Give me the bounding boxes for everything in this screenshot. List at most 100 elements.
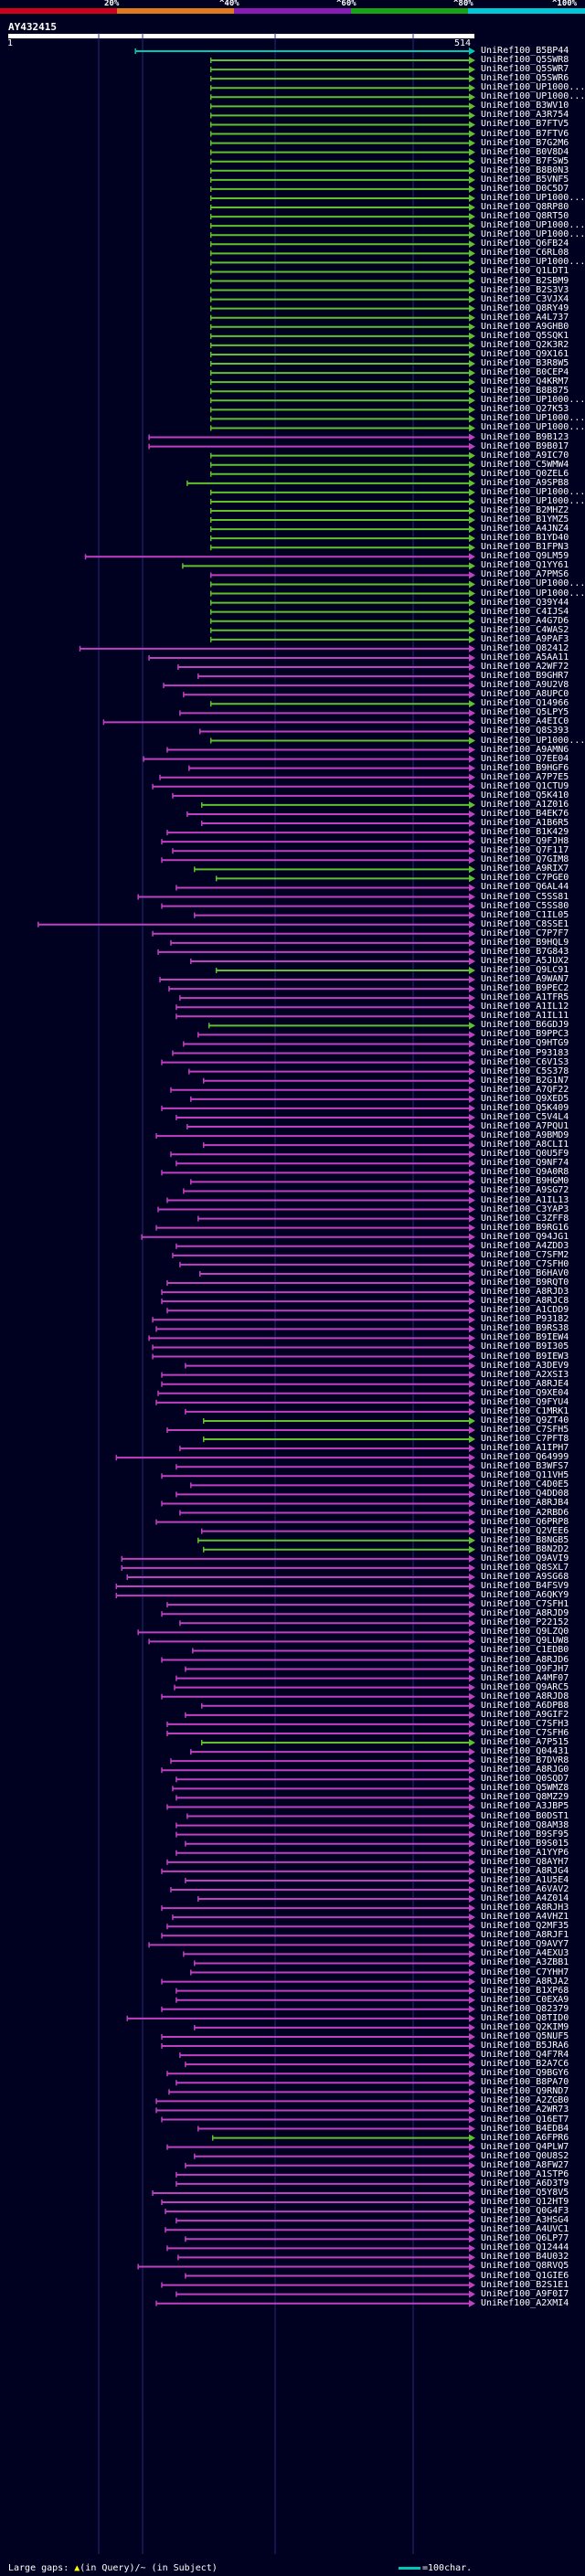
hit-label[interactable]: UniRef100_Q8S393 [481,726,569,737]
hit-label[interactable]: UniRef100_A4UVC1 [481,2224,569,2235]
hit-bar[interactable] [209,148,475,156]
hit-bar[interactable] [201,1739,475,1747]
hit-bar[interactable] [166,1279,475,1288]
hit-label[interactable]: UniRef100_A4EXU3 [481,1948,569,1959]
hit-bar[interactable] [209,130,475,138]
hit-label[interactable]: UniRef100_A5JUX2 [481,955,569,966]
hit-label[interactable]: UniRef100_B7FSW5 [481,155,569,166]
hit-label[interactable]: UniRef100_Q7EE04 [481,753,569,764]
hit-label[interactable]: UniRef100_Q64999 [481,1452,569,1463]
hit-label[interactable]: UniRef100_B6HAV0 [481,1267,569,1278]
hit-bar[interactable] [176,1160,475,1168]
hit-label[interactable]: UniRef100_Q9X161 [481,348,569,359]
hit-bar[interactable] [182,562,475,570]
hit-label[interactable]: UniRef100_UP1000... [481,91,585,102]
hit-bar[interactable] [161,902,475,910]
hit-bar[interactable] [176,1003,475,1012]
hit-bar[interactable] [176,1849,475,1857]
hit-bar[interactable] [176,1987,475,1995]
hit-label[interactable]: UniRef100_Q11VH5 [481,1470,569,1481]
hit-bar[interactable] [161,1904,475,1913]
hit-bar[interactable] [152,1343,475,1352]
hit-label[interactable]: UniRef100_Q1LDT1 [481,266,569,277]
hit-label[interactable]: UniRef100_A3DEV9 [481,1360,569,1371]
hit-label[interactable]: UniRef100_A1CDD9 [481,1305,569,1316]
hit-bar[interactable] [176,2217,475,2225]
hit-bar[interactable] [161,1169,475,1177]
hit-label[interactable]: UniRef100_UP1000... [481,192,585,203]
hit-bar[interactable] [115,1592,475,1600]
hit-bar[interactable] [190,957,475,965]
hit-bar[interactable] [152,2189,475,2197]
hit-label[interactable]: UniRef100_B9HGF6 [481,762,569,773]
hit-bar[interactable] [172,1785,475,1793]
hit-bar[interactable] [209,240,475,249]
hit-label[interactable]: UniRef100_Q5SWR7 [481,64,569,75]
hit-bar[interactable] [201,800,475,809]
hit-label[interactable]: UniRef100_A4JNZ4 [481,524,569,535]
hit-bar[interactable] [197,1031,475,1039]
hit-label[interactable]: UniRef100_Q9XE04 [481,1387,569,1398]
hit-bar[interactable] [209,387,475,396]
hit-bar[interactable] [199,727,475,736]
hit-label[interactable]: UniRef100_Q8MZ29 [481,1792,569,1803]
hit-bar[interactable] [209,139,475,147]
hit-bar[interactable] [202,1545,475,1553]
hit-bar[interactable] [161,1610,475,1618]
hit-bar[interactable] [209,313,475,322]
hit-bar[interactable] [194,865,475,874]
hit-label[interactable]: UniRef100_A7P515 [481,1737,569,1748]
hit-label[interactable]: UniRef100_Q0SQD7 [481,1774,569,1785]
hit-label[interactable]: UniRef100_A4EIC0 [481,716,569,727]
hit-bar[interactable] [190,1968,475,1977]
hit-label[interactable]: UniRef100_A4L737 [481,312,569,323]
hit-label[interactable]: UniRef100_Q5K409 [481,1102,569,1113]
hit-bar[interactable] [137,893,475,901]
hit-label[interactable]: UniRef100_B4FSV9 [481,1581,569,1592]
hit-label[interactable]: UniRef100_B3WFS7 [481,1461,569,1472]
hit-bar[interactable] [157,1205,475,1214]
hit-label[interactable]: UniRef100_B2G1N7 [481,1075,569,1086]
hit-label[interactable]: UniRef100_B2MHZ2 [481,505,569,515]
hit-bar[interactable] [126,1573,475,1581]
hit-label[interactable]: UniRef100_Q4DD08 [481,1489,569,1500]
hit-bar[interactable] [209,571,475,579]
hit-bar[interactable] [152,1316,475,1324]
hit-label[interactable]: UniRef100_Q5LPY5 [481,707,569,718]
hit-label[interactable]: UniRef100_A9SG68 [481,1571,569,1582]
hit-bar[interactable] [209,488,475,496]
hit-bar[interactable] [197,1895,475,1903]
hit-bar[interactable] [176,1996,475,2004]
hit-bar[interactable] [185,2161,475,2169]
hit-bar[interactable] [161,2005,475,2013]
hit-label[interactable]: UniRef100_A8RJG0 [481,1765,569,1776]
hit-bar[interactable] [202,1141,475,1150]
hit-bar[interactable] [209,424,475,432]
hit-bar[interactable] [209,608,475,616]
hit-bar[interactable] [166,1307,475,1315]
hit-label[interactable]: UniRef100_A1Z016 [481,799,569,810]
hit-bar[interactable] [209,544,475,552]
hit-label[interactable]: UniRef100_C5V4L4 [481,1111,569,1122]
hit-label[interactable]: UniRef100_UP1000... [481,395,585,406]
hit-bar[interactable] [209,451,475,460]
hit-bar[interactable] [179,1619,475,1627]
hit-label[interactable]: UniRef100_B9RS38 [481,1323,569,1334]
hit-bar[interactable] [185,1711,475,1719]
hit-bar[interactable] [161,1371,475,1379]
hit-label[interactable]: UniRef100_Q9ARC5 [481,1681,569,1692]
hit-bar[interactable] [209,259,475,267]
hit-label[interactable]: UniRef100_B9PEC2 [481,983,569,994]
hit-bar[interactable] [170,1757,475,1765]
hit-label[interactable]: UniRef100_A3HSG4 [481,2215,569,2226]
hit-label[interactable]: UniRef100_Q94JG1 [481,1231,569,1242]
hit-label[interactable]: UniRef100_UP1000... [481,422,585,433]
hit-bar[interactable] [84,553,475,561]
hit-bar[interactable] [209,415,475,423]
hit-label[interactable]: UniRef100_P93183 [481,1047,569,1058]
hit-label[interactable]: UniRef100_Q6FB24 [481,239,569,249]
hit-bar[interactable] [168,2088,475,2096]
hit-bar[interactable] [137,1628,475,1637]
hit-bar[interactable] [209,516,475,525]
hit-bar[interactable] [177,663,475,672]
